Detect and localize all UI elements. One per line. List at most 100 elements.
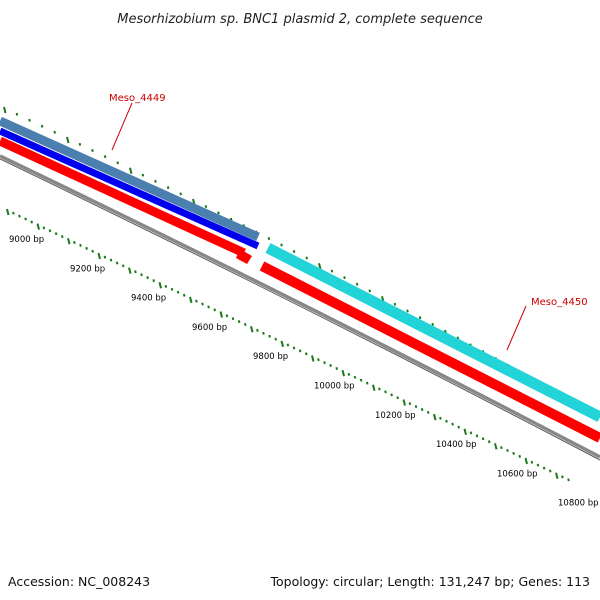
outer-minor-tick	[292, 249, 296, 253]
bp-minor-tick	[91, 249, 94, 253]
bp-minor-tick	[445, 419, 448, 423]
outer-minor-tick	[393, 302, 397, 306]
bp-scale-labels: 9000 bp 9200 bp 9400 bp 9600 bp 9800 bp 10000…	[9, 235, 599, 509]
outer-minor-tick	[28, 118, 31, 122]
bp-minor-tick	[268, 334, 271, 338]
bp-minor-tick	[518, 454, 521, 458]
bp-minor-tick	[469, 431, 473, 435]
outer-minor-tick	[40, 124, 44, 128]
bp-minor-tick	[170, 287, 174, 291]
sequence-backbone	[0, 154, 600, 459]
bp-minor-tick	[292, 346, 296, 350]
bp-minor-tick	[481, 437, 485, 441]
outer-minor-tick	[91, 148, 94, 152]
bp-minor-tick	[536, 463, 540, 467]
bp-minor-tick	[109, 258, 113, 262]
bp-minor-tick	[115, 261, 119, 265]
bp-major-tick	[36, 223, 40, 230]
feature-track-cyan	[265, 243, 600, 422]
bp-major-tick	[372, 384, 376, 392]
outer-minor-tick	[204, 205, 208, 209]
feature-arrow-red	[236, 249, 252, 264]
bp-minor-tick	[329, 364, 332, 368]
bp-minor-tick	[304, 352, 308, 356]
bp-minor-tick	[347, 372, 351, 376]
outer-minor-tick	[355, 282, 359, 286]
bp-minor-tick	[274, 337, 277, 341]
outer-minor-tick	[141, 173, 145, 177]
bp-scale-label: 10800 bp	[558, 499, 599, 509]
feature-track-blue	[0, 127, 260, 250]
bp-scale-label: 9800 bp	[253, 352, 288, 362]
bp-minor-tick	[286, 343, 290, 347]
bp-minor-tick	[79, 243, 82, 247]
bp-minor-tick	[182, 293, 186, 297]
outer-major-tick	[318, 263, 322, 270]
bp-major-tick	[97, 252, 101, 260]
bp-major-tick	[402, 399, 406, 406]
accession-text: Accession: NC_008243	[8, 574, 150, 589]
bp-minor-tick	[12, 211, 15, 215]
bp-minor-tick	[359, 378, 363, 382]
outer-minor-tick	[179, 192, 182, 196]
bp-major-tick	[250, 325, 254, 333]
bp-minor-tick	[500, 446, 503, 450]
bp-minor-tick	[42, 226, 46, 230]
bp-major-tick	[67, 238, 71, 245]
bp-minor-tick	[140, 273, 143, 277]
bp-minor-tick	[323, 361, 326, 365]
outer-minor-tick	[305, 256, 308, 260]
bp-minor-tick	[365, 381, 369, 385]
sequence-backbone-shadow	[0, 158, 600, 461]
map-title: Mesorhizobium sp. BNC1 plasmid 2, comple…	[117, 12, 483, 27]
bp-minor-tick	[414, 405, 418, 409]
gene-label-meso-4449[interactable]: Meso_4449	[109, 93, 166, 104]
bp-minor-tick	[18, 214, 21, 218]
bp-scale-label: 9400 bp	[131, 294, 166, 304]
bp-minor-tick	[439, 416, 442, 420]
bp-minor-tick	[195, 299, 198, 303]
bp-scale-label: 10600 bp	[497, 469, 538, 479]
outer-minor-tick	[267, 236, 271, 240]
bp-minor-tick	[256, 328, 259, 332]
bp-major-tick	[311, 355, 315, 362]
outer-minor-tick	[418, 316, 422, 320]
bp-minor-tick	[335, 366, 338, 370]
bp-minor-tick	[146, 276, 149, 280]
bp-minor-tick	[512, 451, 515, 455]
gene-label-meso-4450[interactable]: Meso_4450	[531, 297, 588, 308]
outer-major-tick	[129, 167, 133, 174]
bp-minor-tick	[317, 358, 320, 362]
bp-minor-tick	[561, 475, 564, 479]
bp-minor-tick	[54, 232, 58, 236]
bp-minor-tick	[30, 220, 33, 224]
bp-minor-tick	[378, 387, 381, 391]
bp-major-tick	[463, 428, 467, 435]
outer-minor-tick	[280, 243, 283, 247]
bp-scale-label: 9000 bp	[9, 235, 44, 245]
bp-tick-row	[6, 208, 570, 482]
bp-minor-tick	[426, 410, 430, 414]
bp-minor-tick	[542, 466, 546, 470]
bp-minor-tick	[390, 393, 393, 397]
bp-minor-tick	[353, 375, 357, 379]
bp-minor-tick	[506, 449, 509, 453]
sequence-summary: Topology: circular; Length: 131,247 bp; …	[270, 574, 591, 589]
bp-minor-tick	[548, 469, 552, 473]
bp-minor-tick	[176, 290, 180, 294]
bp-major-tick	[280, 340, 284, 348]
gene-callout-line-meso-4449	[111, 102, 133, 151]
bp-scale-label: 9200 bp	[70, 264, 105, 274]
bp-minor-tick	[420, 407, 424, 411]
bp-minor-tick	[487, 440, 491, 444]
feature-track-red-lower	[259, 261, 600, 443]
outer-minor-tick	[431, 322, 434, 326]
outer-minor-tick	[78, 142, 82, 146]
gene-callout-line-meso-4450	[506, 305, 527, 351]
bp-major-tick	[341, 369, 345, 377]
outer-minor-tick	[15, 112, 19, 116]
bp-minor-tick	[457, 425, 460, 429]
outer-minor-tick	[53, 130, 56, 134]
bp-minor-tick	[24, 217, 27, 221]
bp-major-tick	[6, 208, 10, 216]
